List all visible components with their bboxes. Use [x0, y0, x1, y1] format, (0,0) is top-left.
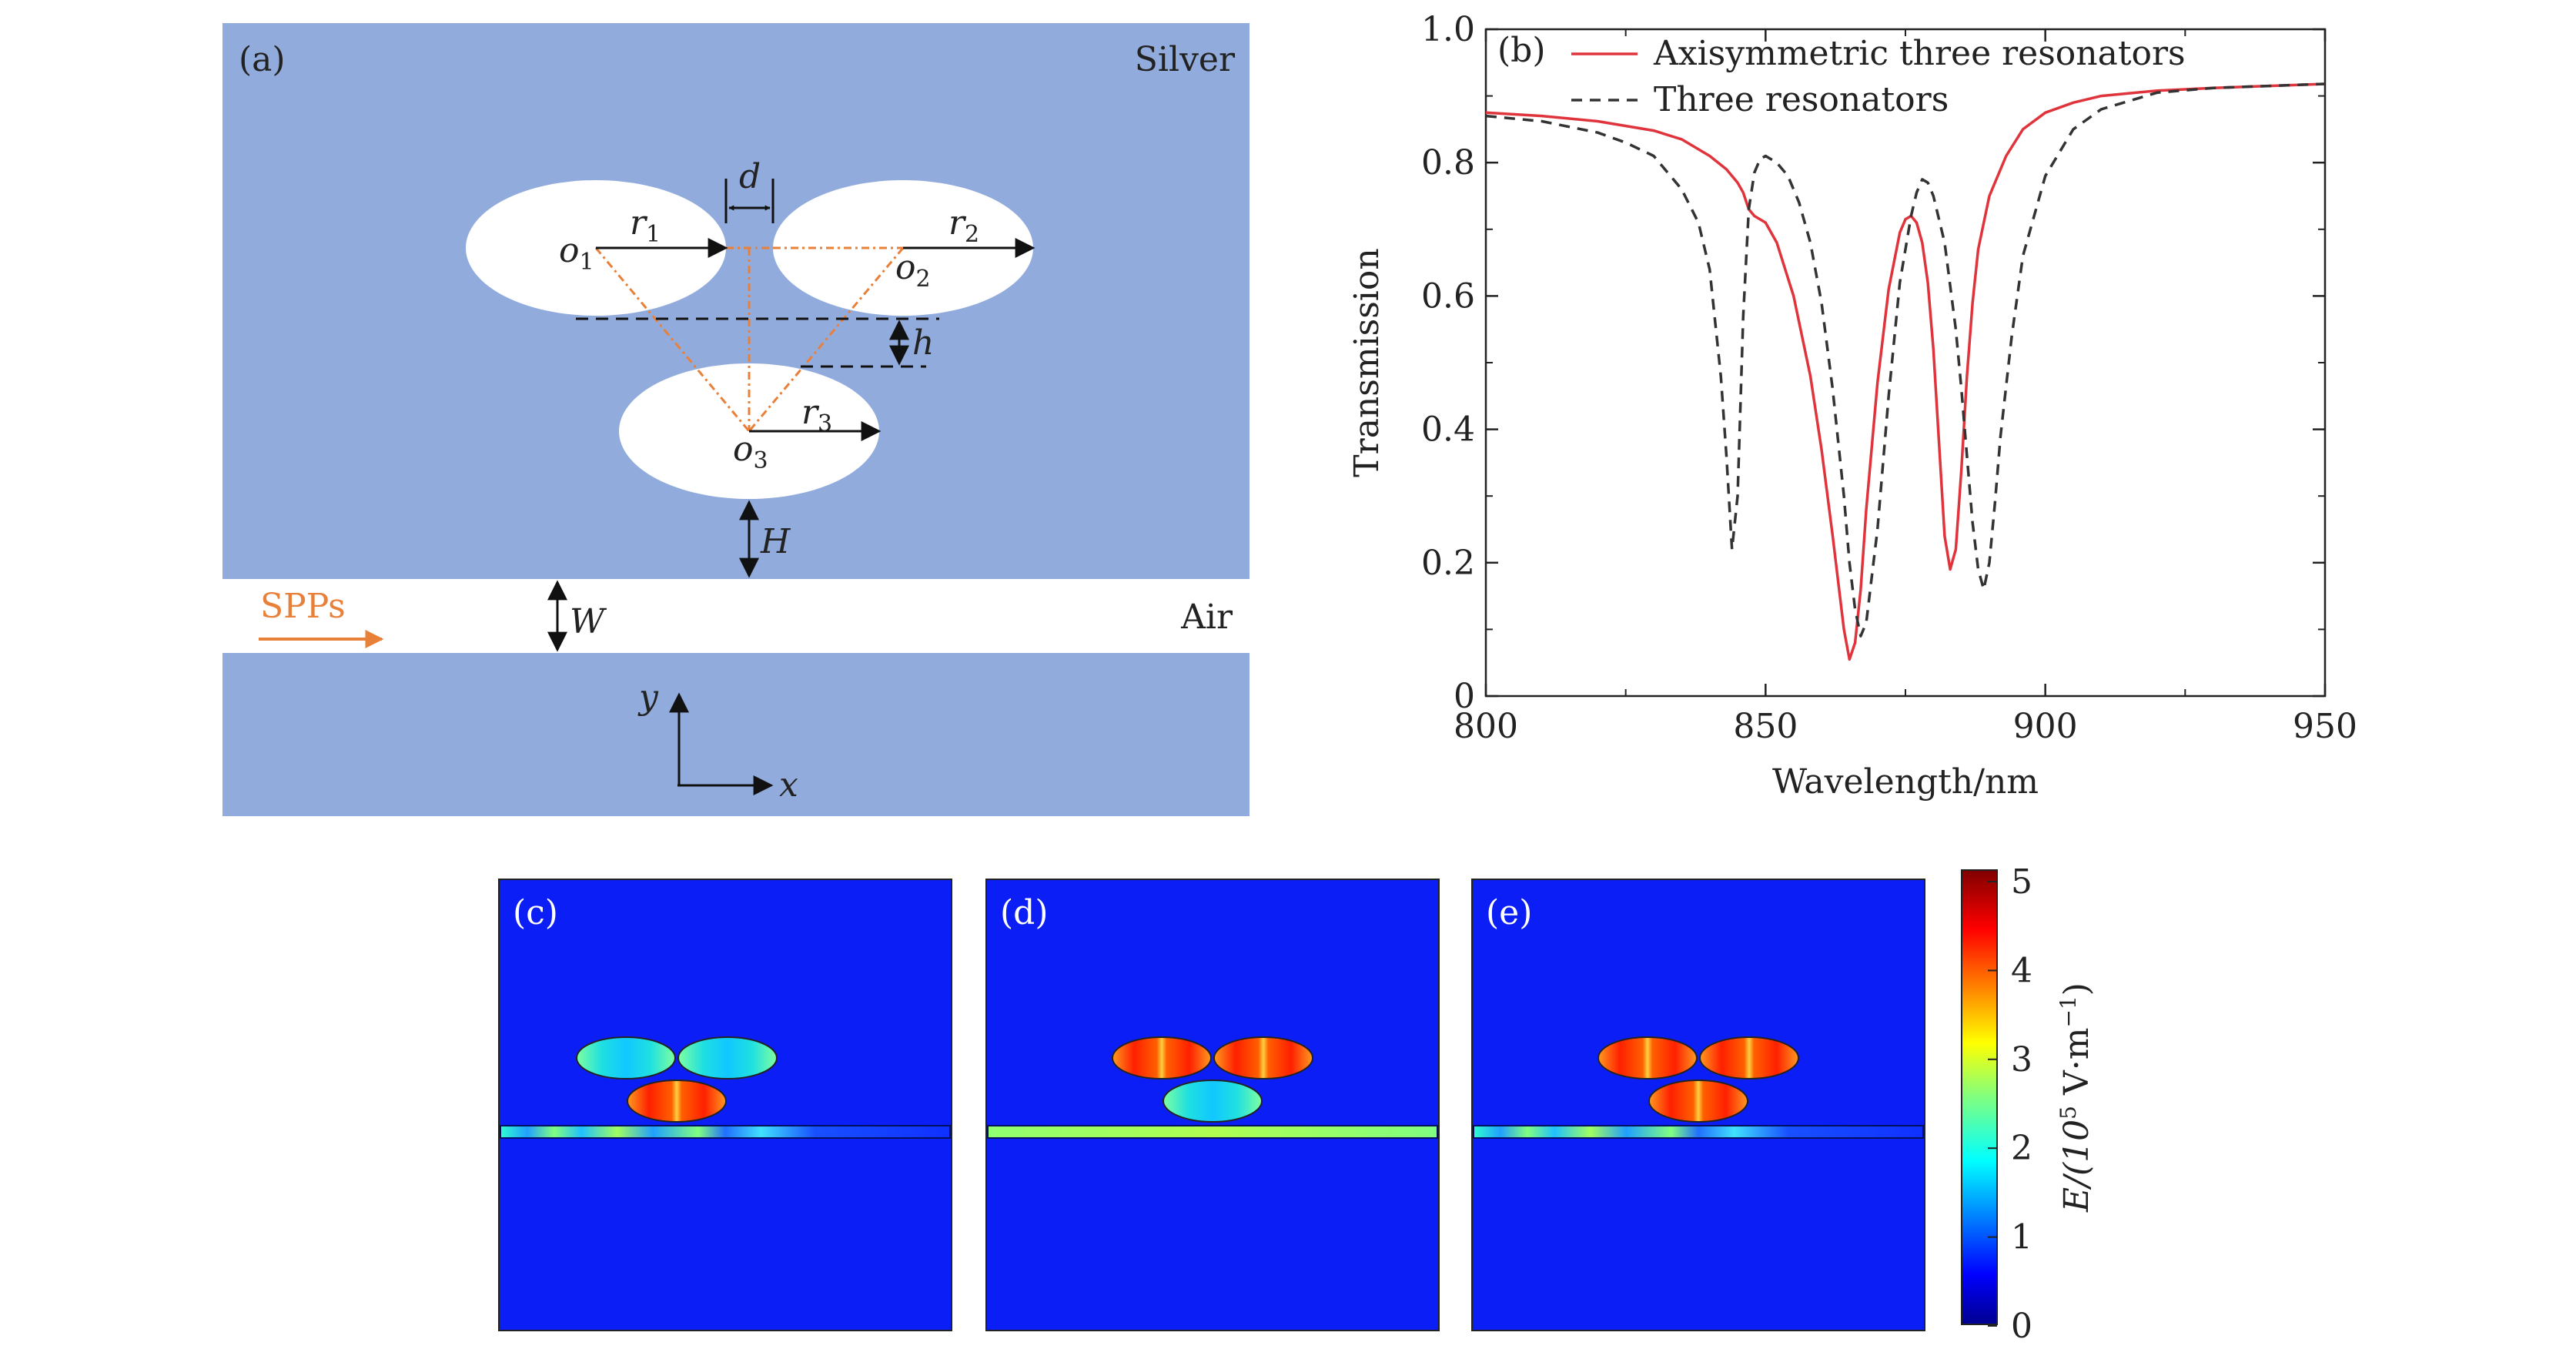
air-waveguide [222, 579, 1250, 653]
resonator-field-d3 [1163, 1080, 1263, 1123]
resonator-field-e1 [1597, 1036, 1698, 1080]
x-axis-title: Wavelength/nm [1772, 762, 2039, 802]
legend-entry-solid: Axisymmetric three resonators [1653, 34, 2186, 73]
y-tick-label: 0.4 [1421, 410, 1475, 450]
waveguide-field-c [500, 1125, 951, 1139]
o1-label: o1 [559, 231, 594, 276]
colorbar-tick-label: 1 [2011, 1218, 2032, 1257]
x-axis-label: x [779, 765, 798, 805]
x-tick-label: 950 [2293, 707, 2357, 746]
H-label: H [760, 522, 791, 561]
colorbar-gradient [1961, 869, 1998, 1325]
resonator-field-c3 [627, 1080, 727, 1123]
h-label: h [912, 323, 934, 363]
colorbar-tick-label: 0 [2011, 1307, 2032, 1346]
colorbar-tick-label: 5 [2011, 862, 2032, 902]
y-axis-label: y [637, 678, 659, 717]
colorbar-tick-label: 3 [2011, 1040, 2032, 1080]
y-tick-label: 0 [1454, 677, 1475, 716]
resonator-field-d2 [1213, 1036, 1313, 1080]
panel-e-label: (e) [1486, 893, 1532, 932]
resonator-field-d1 [1112, 1036, 1212, 1080]
waveguide-field-e [1473, 1125, 1924, 1139]
W-label: W [570, 602, 607, 641]
resonator-field-e3 [1648, 1080, 1748, 1123]
x-tick-label: 800 [1454, 707, 1518, 746]
panel-d-label: (d) [1000, 893, 1049, 932]
r2-label: r2 [948, 203, 979, 248]
x-tick-label: 850 [1733, 707, 1798, 746]
waveguide-field-d [987, 1125, 1438, 1139]
panel-c-label: (c) [513, 893, 558, 932]
y-tick-label: 0.2 [1421, 544, 1475, 583]
legend-entry-dashed: Three resonators [1654, 80, 1949, 119]
resonator-field-e2 [1699, 1036, 1799, 1080]
series-axisymmetric [1485, 82, 2326, 661]
chart-panel-label: (b) [1497, 31, 1546, 70]
resonator-field-c2 [677, 1036, 778, 1080]
y-tick-label: 0.6 [1421, 276, 1475, 316]
spps-label: SPPs [260, 587, 346, 626]
colorbar-tick-label: 4 [2011, 951, 2032, 990]
schematic-panel: (a) Silver Air SPPs o1 o2 o3 r1 r2 r3 d … [222, 23, 1250, 816]
d-label: d [739, 157, 761, 196]
colorbar-label: E/(105 V·m−1) [2056, 982, 2096, 1213]
series-three-resonators [1485, 82, 2326, 638]
plot-frame [1484, 28, 2327, 698]
colorbar-tick-label: 2 [2011, 1129, 2032, 1168]
geometry-lines [594, 246, 905, 432]
field-map-c: (c) [498, 879, 952, 1331]
colorbar: 0 1 2 3 4 5 E/(105 V·m−1) [1961, 862, 2096, 1346]
r3-label: r3 [801, 393, 832, 437]
y-axis-title: Transmission [1347, 248, 1387, 477]
resonator-field-c1 [576, 1036, 676, 1080]
r1-label: r1 [630, 203, 661, 248]
y-tick-label: 0.8 [1421, 143, 1475, 182]
transmission-chart: 800 850 900 950 0 0.2 0.4 0.6 0.8 1.0 (b) Axisymm… [1347, 10, 2357, 802]
field-map-e: (e) [1471, 879, 1925, 1331]
o2-label: o2 [895, 248, 931, 293]
air-label: Air [1180, 598, 1233, 637]
silver-label: Silver [1135, 40, 1236, 79]
panel-a-label: (a) [239, 40, 286, 79]
field-map-d: (d) [985, 879, 1440, 1331]
y-tick-label: 1.0 [1421, 10, 1475, 49]
x-tick-label: 900 [2013, 707, 2078, 746]
o3-label: o3 [733, 430, 768, 474]
